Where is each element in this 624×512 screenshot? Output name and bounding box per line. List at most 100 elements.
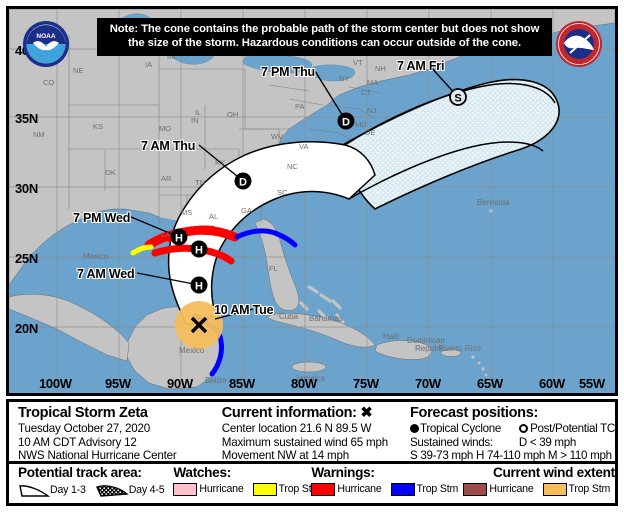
lat-label-30n: 30N — [15, 181, 38, 196]
svg-text:Bermuda: Bermuda — [477, 198, 510, 207]
noaa-logo: NOAA — [21, 19, 71, 69]
legend-potential-track: Potential track area: Day 1-3 — [9, 465, 173, 498]
svg-text:CO: CO — [43, 78, 54, 87]
svg-text:NM: NM — [33, 130, 45, 139]
wind-hurricane-swatch — [463, 482, 488, 496]
svg-text:KY: KY — [215, 158, 225, 167]
svg-text:MI: MI — [167, 52, 175, 61]
lon-label-75w: 75W — [353, 376, 379, 391]
svg-text:NC: NC — [287, 162, 298, 171]
svg-text:Bahamas: Bahamas — [309, 314, 343, 323]
position-label-10am-tue: 10 AM Tue — [214, 303, 274, 317]
legend-track-title: Potential track area: — [18, 465, 142, 480]
cone-disclaimer-note: Note: The cone contains the probable pat… — [97, 18, 552, 56]
svg-text:NE: NE — [73, 66, 83, 75]
legend-watches-title: Watches: — [173, 465, 231, 480]
svg-text:Puerto Rico: Puerto Rico — [439, 344, 481, 353]
post-potential-tc-label: Post/Potential TC — [530, 421, 615, 435]
svg-text:H: H — [175, 233, 183, 245]
svg-text:NOAA: NOAA — [36, 33, 55, 40]
svg-text:Haiti: Haiti — [383, 332, 399, 341]
svg-text:H: H — [195, 281, 203, 293]
svg-text:MD: MD — [355, 120, 367, 129]
legend-warn-hurricane: Hurricane — [311, 482, 382, 496]
lon-label-60w: 60W — [539, 376, 565, 391]
note-line-1: Note: The cone contains the probable pat… — [109, 23, 540, 35]
legend-row: Potential track area: Day 1-3 — [9, 464, 619, 503]
wind-hurricane-label: Hurricane — [489, 483, 534, 496]
legend-wind-extent-title: Current wind extent: — [492, 465, 620, 480]
svg-text:MO: MO — [159, 124, 171, 133]
watch-hurricane-label: Hurricane — [199, 483, 244, 496]
legend-wind-hurricane: Hurricane — [463, 482, 534, 496]
forecast-positions-title: Forecast positions: — [409, 405, 539, 421]
position-label-7am-fri: 7 AM Fri — [397, 59, 445, 73]
info-top-row: Tropical Storm Zeta Tuesday October 27, … — [9, 402, 615, 464]
svg-text:LA: LA — [161, 230, 170, 239]
major-hurricane-range: M > 110 mph — [547, 449, 612, 463]
sustained-winds-row: Sustained winds: D < 39 mph — [410, 436, 615, 450]
svg-text:WV: WV — [271, 132, 283, 141]
legend-wind-tropstm: Trop Stm — [542, 482, 610, 496]
svg-text:IL: IL — [195, 108, 201, 117]
tropical-cyclone-icon — [409, 424, 419, 434]
svg-text:IN: IN — [191, 116, 199, 125]
storm-date: Tuesday October 27, 2020 — [18, 421, 151, 435]
hurricane-range: H 74-110 mph — [475, 449, 545, 463]
legend-watch-hurricane: Hurricane — [173, 482, 244, 496]
lat-label-35n: 35N — [15, 111, 38, 126]
center-location: Center location 21.6 N 89.5 W — [221, 421, 372, 435]
svg-text:KS: KS — [93, 122, 103, 131]
depression-range: D < 39 mph — [518, 435, 577, 449]
svg-text:PA: PA — [295, 102, 304, 111]
lon-label-55w: 55W — [579, 376, 605, 391]
position-label-7am-wed: 7 AM Wed — [77, 267, 135, 281]
position-label-7pm-thu: 7 PM Thu — [261, 65, 315, 79]
legend-warnings: Warnings: Hurricane Trop Stm — [311, 465, 463, 496]
svg-text:NY: NY — [339, 74, 349, 83]
lon-label-65w: 65W — [477, 376, 503, 391]
svg-text:Mexico: Mexico — [179, 346, 205, 355]
nws-logo — [554, 19, 604, 69]
svg-text:SC: SC — [277, 188, 288, 197]
forecast-positions-column: Forecast positions: Tropical Cyclone Pos… — [406, 402, 615, 463]
svg-text:TN: TN — [195, 178, 205, 187]
svg-text:DE: DE — [365, 128, 375, 137]
watch-tropstm-label: Trop Stm — [278, 483, 321, 496]
legend-day13-label: Day 1-3 — [50, 484, 86, 497]
svg-text:NH: NH — [375, 64, 386, 73]
svg-text:S: S — [454, 93, 461, 105]
forecast-symbol-row: Tropical Cyclone Post/Potential TC — [409, 421, 615, 436]
svg-text:AL: AL — [209, 212, 218, 221]
lon-label-90w: 90W — [167, 376, 193, 391]
legend-watch-tropstm: Trop Stm — [252, 482, 321, 496]
svg-text:Dominican: Dominican — [407, 336, 445, 345]
svg-text:MS: MS — [181, 208, 192, 217]
svg-text:TX: TX — [77, 210, 87, 219]
wind-tropstm-swatch — [542, 482, 567, 496]
post-potential-tc-icon — [519, 424, 529, 434]
lon-label-70w: 70W — [415, 376, 441, 391]
map-graphics: H H H D D — [9, 9, 615, 393]
legend-day13: Day 1-3 — [18, 483, 86, 498]
position-label-7pm-wed: 7 PM Wed — [73, 211, 131, 225]
legend-day45-label: Day 4-5 — [128, 484, 165, 497]
lon-label-80w: 80W — [291, 376, 317, 391]
position-label-7am-thu: 7 AM Thu — [141, 139, 196, 153]
svg-text:CT: CT — [361, 88, 371, 97]
svg-text:Belize: Belize — [205, 376, 227, 385]
current-info-title: Current information: ✖ — [221, 405, 373, 421]
info-panel: Tropical Storm Zeta Tuesday October 27, … — [6, 399, 619, 506]
storm-agency: NWS National Hurricane Center — [18, 449, 177, 463]
svg-text:VA: VA — [299, 142, 308, 151]
forecast-map[interactable]: H H H D D — [6, 6, 618, 396]
svg-text:Republic: Republic — [415, 344, 446, 353]
storm-range: S 39-73 mph — [409, 449, 474, 463]
tropical-cyclone-label: Tropical Cyclone — [419, 421, 502, 435]
svg-text:NJ: NJ — [367, 106, 376, 115]
svg-text:FL: FL — [269, 264, 278, 273]
wind-ranges-row: S 39-73 mph H 74-110 mph M > 110 mph — [410, 449, 615, 463]
legend-watches: Watches: Hurricane Trop Stm — [173, 465, 320, 496]
warning-hurricane-label: Hurricane — [337, 483, 382, 496]
cone-day13-icon — [19, 485, 50, 497]
